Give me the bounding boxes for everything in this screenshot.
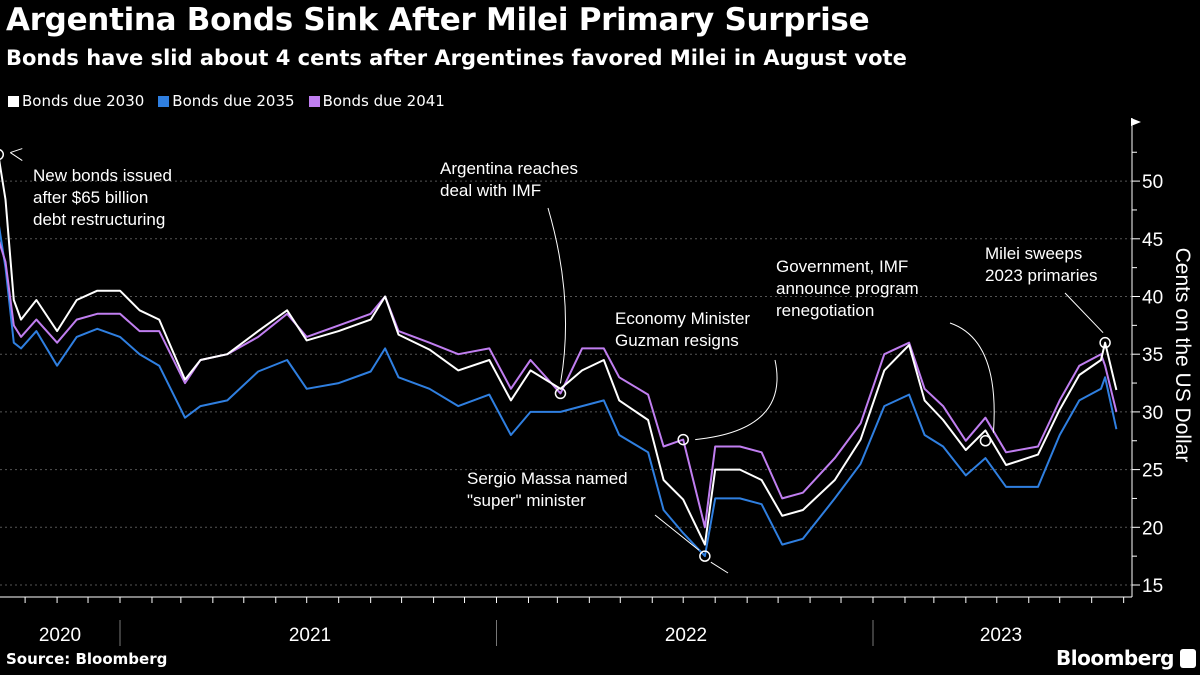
legend-swatch: [308, 95, 320, 107]
annotation-leader: [654, 514, 729, 574]
annotation: Economy Minister Guzman resigns: [615, 309, 778, 446]
annotation-leader: [695, 359, 778, 441]
annotation-text: deal with IMF: [440, 181, 541, 200]
chart-subtitle: Bonds have slid about 4 cents after Arge…: [6, 46, 907, 70]
annotation-leader: [547, 207, 567, 384]
bloomberg-logo-icon: [1180, 649, 1196, 668]
annotation-marker: [699, 550, 711, 562]
legend-item-2030: Bonds due 2030: [8, 92, 144, 110]
annotation-text: renegotiation: [776, 301, 874, 320]
annotation-leader: [1064, 292, 1104, 334]
y-tick-label: 50: [1142, 172, 1163, 193]
series-line-bonds-due-2035: [0, 225, 1118, 558]
bloomberg-logo: Bloomberg: [1056, 646, 1174, 670]
y-tick-label: 15: [1142, 576, 1163, 597]
annotation: New bonds issued after $65 billion debt re…: [0, 148, 172, 229]
x-tick-label: 2023: [980, 625, 1022, 646]
annotation: Milei sweeps 2023 primaries: [985, 244, 1111, 349]
annotation: Government, IMF announce program renegotia…: [776, 257, 995, 447]
annotation-leader: [949, 322, 995, 433]
legend-label: Bonds due 2041: [322, 92, 445, 110]
y-axis-arrow: [1131, 118, 1141, 126]
source-note: Source: Bloomberg: [6, 650, 168, 668]
chart-title: Argentina Bonds Sink After Milei Primary…: [6, 2, 870, 38]
annotation-marker: [677, 433, 689, 446]
legend-item-2035: Bonds due 2035: [158, 92, 295, 110]
annotation-text: "super" minister: [467, 491, 586, 510]
x-tick-label: 2021: [289, 625, 331, 646]
annotation: Argentina reaches deal with IMF: [440, 159, 578, 400]
x-tick-label: 2022: [665, 625, 707, 646]
legend-label: Bonds due 2030: [22, 92, 145, 110]
annotation-text: Argentina reaches: [440, 159, 578, 178]
annotation-text: debt restructuring: [33, 210, 165, 229]
y-axis-label: Cents on the US Dollar: [1171, 248, 1194, 463]
y-tick-label: 45: [1142, 230, 1163, 251]
annotation-text: after $65 billion: [33, 188, 148, 207]
legend-label: Bonds due 2035: [172, 92, 295, 110]
series-line-bonds-due-2041: [0, 240, 1118, 529]
annotation-marker: [554, 387, 567, 400]
y-tick-label: 35: [1142, 345, 1163, 366]
annotation-text: Milei sweeps: [985, 244, 1082, 263]
legend-swatch: [158, 95, 170, 107]
legend: Bonds due 2030 Bonds due 2035 Bonds due …: [8, 92, 445, 110]
legend-item-2041: Bonds due 2041: [308, 92, 445, 110]
y-tick-label: 20: [1142, 518, 1163, 539]
annotation-text: announce program: [776, 279, 919, 298]
annotation-marker: [1099, 336, 1111, 349]
series-line-bonds-due-2030: [0, 158, 1118, 546]
annotation-text: Government, IMF: [776, 257, 908, 276]
y-tick-label: 40: [1142, 288, 1163, 309]
y-tick-label: 30: [1142, 403, 1163, 424]
annotation-marker: [979, 435, 992, 447]
annotation: Sergio Massa named "super" minister: [467, 469, 729, 574]
annotation-text: New bonds issued: [33, 166, 172, 185]
annotation-text: Guzman resigns: [615, 331, 739, 350]
annotation-marker: [0, 149, 5, 161]
legend-swatch: [8, 95, 19, 107]
annotation-text: 2023 primaries: [985, 266, 1097, 285]
annotation-text: Sergio Massa named: [467, 469, 628, 488]
annotation-text: Economy Minister: [615, 309, 750, 328]
x-tick-label: 2020: [39, 625, 81, 646]
y-tick-label: 25: [1142, 461, 1163, 482]
annotation-leader: [10, 148, 23, 161]
